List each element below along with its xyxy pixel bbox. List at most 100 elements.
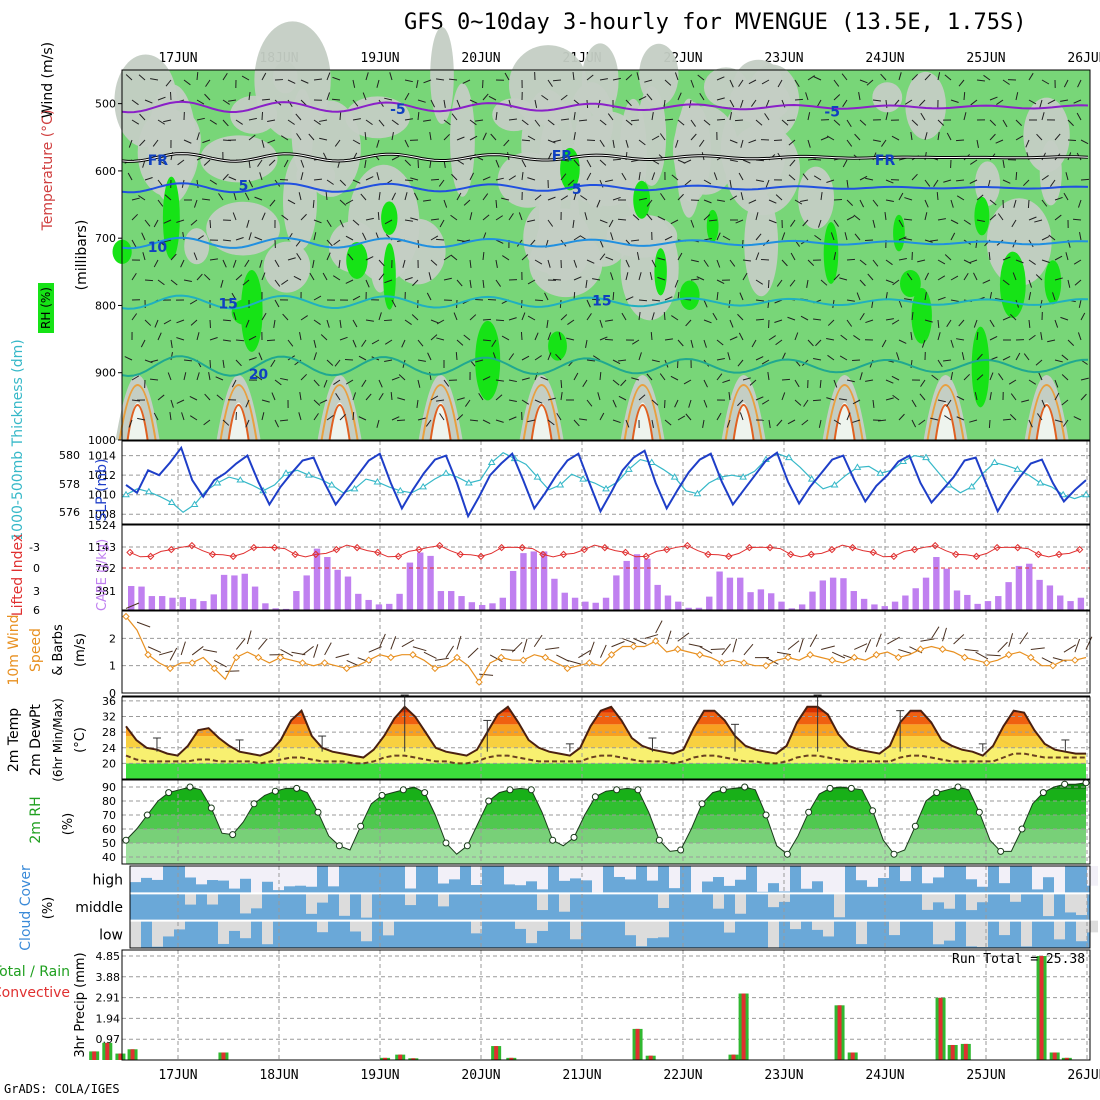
- cloud-clear-cell: [966, 893, 977, 911]
- rh-line-marker: [890, 850, 898, 858]
- thickness-line-marker: [670, 473, 679, 480]
- wind-barb: [956, 416, 965, 421]
- wind-barb: [631, 239, 640, 242]
- wind-barb: [430, 395, 439, 401]
- wind-barb: [534, 332, 539, 341]
- wind-barb: [944, 415, 952, 421]
- wind-barb: [911, 311, 914, 321]
- cape-bar: [499, 597, 507, 610]
- wind-barb: [996, 99, 1004, 105]
- wind-barb: [1015, 92, 1019, 101]
- wind-barb: [534, 194, 542, 201]
- isotherm-5: [121, 182, 1089, 194]
- wind-barb: [235, 339, 245, 342]
- wind-barb: [944, 74, 952, 81]
- wind-barb: [490, 133, 497, 141]
- wind-barb: [1010, 393, 1017, 401]
- wind-barb: [287, 339, 294, 347]
- wind-barb: [469, 119, 477, 126]
- wind-barb: [898, 219, 904, 228]
- wind-barb: [242, 279, 250, 286]
- wind-barb: [360, 193, 367, 201]
- wind-barb: [163, 319, 172, 325]
- wind-barb: [950, 339, 954, 348]
- wind10m-label-3: & Barbs: [51, 624, 66, 676]
- wind-barb: [352, 118, 361, 121]
- cape-bar: [675, 601, 682, 610]
- cape-bar: [561, 592, 568, 610]
- wind-barb: [690, 119, 696, 127]
- cloud-clear-cell: [295, 866, 306, 886]
- wind-barb: [313, 78, 322, 81]
- wind-barb: [604, 338, 614, 341]
- wind-barb: [989, 199, 997, 206]
- wind-barb: [625, 99, 632, 107]
- cape-bar: [778, 601, 785, 610]
- lifted-index-marker: [993, 543, 1001, 552]
- wind10m-barb: [986, 654, 1001, 657]
- cape-bar: [468, 602, 476, 610]
- cloud-clear-cell: [1032, 866, 1043, 890]
- wind-barb: [617, 218, 627, 221]
- wind-barb: [646, 213, 653, 221]
- wind-barb: [352, 219, 360, 226]
- precip-convective-bar: [635, 1028, 640, 1060]
- slp-axis-label: SLP (mb): [94, 458, 110, 521]
- wind-barb: [807, 139, 811, 148]
- cloud-clear-cell: [306, 866, 317, 887]
- cloud-clear-cell: [526, 866, 537, 882]
- wind10m-barb: [533, 634, 543, 648]
- rh-dry-patch: [272, 61, 298, 94]
- wind-barb: [846, 412, 851, 421]
- wind-barb: [1028, 279, 1033, 288]
- wind-barb: [651, 312, 655, 321]
- wind10m-barb: [214, 659, 227, 668]
- lifted-index-marker: [972, 552, 981, 561]
- cloud-clear-cell: [966, 920, 977, 947]
- wind-tick: 0: [109, 687, 116, 700]
- cape-bar: [582, 601, 589, 610]
- wind-barb: [1067, 119, 1074, 127]
- wind-barb: [313, 295, 322, 301]
- wind-barb: [436, 78, 445, 81]
- wind-barb: [767, 372, 770, 381]
- wind-barb: [841, 73, 848, 81]
- wind-barb: [716, 232, 721, 241]
- wind-barb: [586, 399, 593, 407]
- cape-bar: [1077, 597, 1085, 610]
- precip-frame: [121, 949, 1091, 1061]
- wind-barb: [521, 159, 527, 168]
- wind-barb: [610, 232, 614, 241]
- wind-barb: [296, 133, 302, 141]
- cloud-clear-cell: [449, 866, 460, 880]
- wind10m-barb: [335, 653, 350, 659]
- wind-barb: [794, 332, 799, 341]
- precip-convective-bar: [1052, 1052, 1057, 1060]
- rh-dry-patch: [620, 215, 679, 321]
- precip-convective-bar: [105, 1042, 110, 1060]
- wind-barb: [404, 179, 414, 182]
- wind-barb: [443, 133, 450, 141]
- thickness-line-marker: [144, 487, 153, 495]
- slp-frame: [121, 440, 1091, 525]
- wind-barb: [456, 414, 464, 421]
- wind-barb: [439, 219, 445, 228]
- wind-barb: [755, 396, 764, 401]
- rh-moist-patch: [679, 280, 700, 311]
- wind-barb: [660, 193, 666, 201]
- wind-barb: [560, 118, 570, 121]
- cape-bar: [272, 608, 279, 610]
- wind-barb: [684, 179, 692, 186]
- wind10m-frame: [121, 610, 1091, 694]
- wind-barb: [599, 412, 605, 421]
- wind-barb: [391, 376, 400, 381]
- lifted-index-marker: [663, 545, 671, 554]
- wind-barb: [279, 419, 289, 422]
- lifted-index-marker: [642, 552, 650, 561]
- wind-barb: [944, 254, 952, 261]
- wind-barb: [573, 259, 578, 268]
- wind-barb: [521, 172, 524, 181]
- wind10m-barb: [125, 602, 140, 609]
- wind10m-barb: [191, 646, 204, 656]
- cape-bar: [458, 596, 465, 610]
